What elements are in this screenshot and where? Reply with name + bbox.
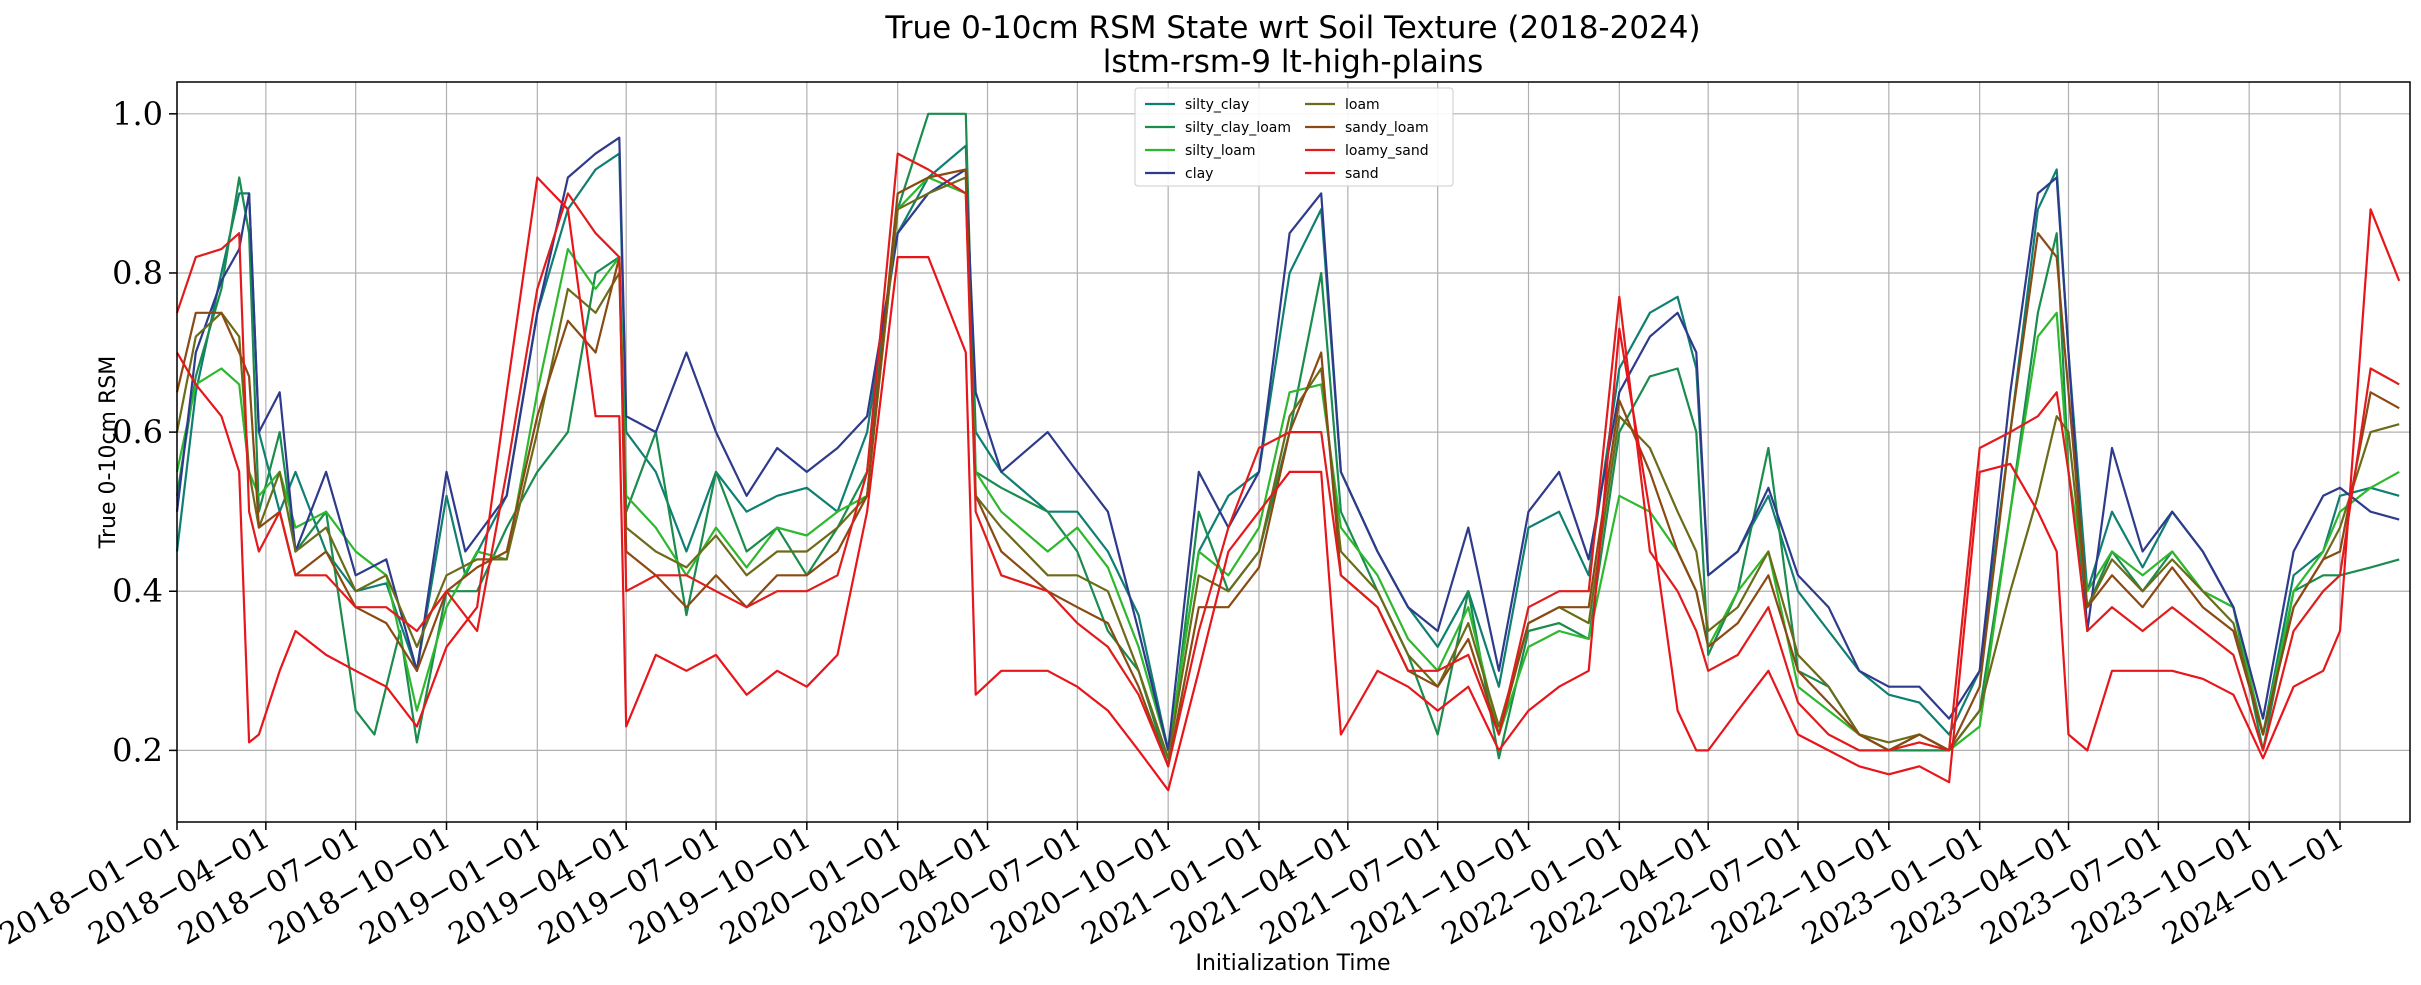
legend-label: silty_clay xyxy=(1185,97,1249,113)
series-line-sand xyxy=(176,176,2401,792)
y-tick-label: 0.2 xyxy=(112,731,163,769)
legend-label: silty_clay_loam xyxy=(1185,120,1291,136)
legend-label: clay xyxy=(1185,166,1213,182)
series-line-sandy-loam xyxy=(175,168,2400,768)
chart-title: True 0-10cm RSM State wrt Soil Texture (… xyxy=(884,10,1700,46)
series-line-loamy-sand xyxy=(175,152,2400,768)
legend-label: silty_loam xyxy=(1185,143,1256,159)
y-tick-label: 0.8 xyxy=(112,254,163,292)
chart-subtitle: lstm-rsm-9 lt-high-plains xyxy=(1103,44,1484,80)
plot-frame xyxy=(176,81,2411,823)
x-axis-label: Initialization Time xyxy=(1196,951,1391,976)
y-tick-label: 0.4 xyxy=(112,572,163,610)
y-tick-label: 1.0 xyxy=(112,95,163,133)
y-tick-label: 0.6 xyxy=(112,413,163,451)
legend-label: sandy_loam xyxy=(1345,120,1429,136)
legend-label: loamy_sand xyxy=(1345,143,1429,159)
y-axis-label: True 0-10cm RSM xyxy=(96,356,121,549)
legend-label: loam xyxy=(1345,97,1380,113)
y-tick-layer: 0.2 0.4 0.6 0.8 1.0 xyxy=(112,95,177,769)
legend-label: sand xyxy=(1345,166,1379,182)
legend-box xyxy=(1134,87,1454,187)
series-line-clay xyxy=(175,136,2400,752)
series-layer xyxy=(175,112,2401,792)
